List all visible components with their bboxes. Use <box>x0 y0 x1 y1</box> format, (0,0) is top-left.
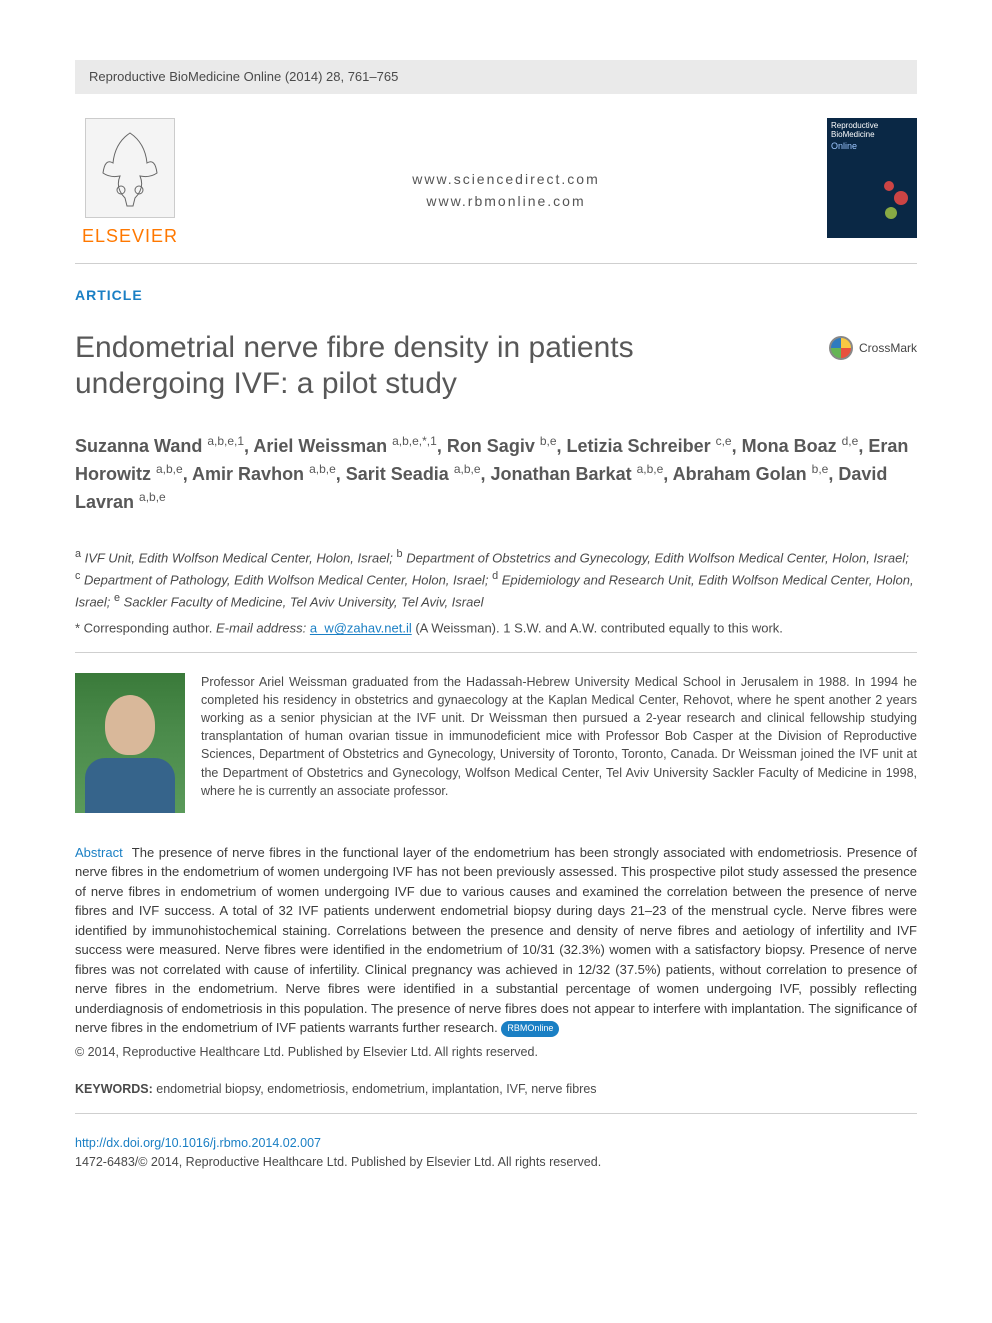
keywords-block: KEYWORDS: endometrial biopsy, endometrio… <box>75 1081 917 1114</box>
masthead-row: ELSEVIER www.sciencedirect.com www.rbmon… <box>75 118 917 264</box>
affiliations: a IVF Unit, Edith Wolfson Medical Center… <box>75 546 917 611</box>
crossmark-icon <box>829 336 853 360</box>
crossmark-label: CrossMark <box>859 340 917 357</box>
corresponding-author: * Corresponding author. E-mail address: … <box>75 617 917 653</box>
crossmark-badge[interactable]: CrossMark <box>829 336 917 360</box>
corr-note: 1 S.W. and A.W. contributed equally to t… <box>503 621 783 636</box>
author-bio: Professor Ariel Weissman graduated from … <box>75 673 917 813</box>
publisher-block: ELSEVIER <box>75 118 185 249</box>
corr-name: (A Weissman). <box>415 621 499 636</box>
issn-copyright: 1472-6483/© 2014, Reproductive Healthcar… <box>75 1153 917 1172</box>
abstract-copyright: © 2014, Reproductive Healthcare Ltd. Pub… <box>75 1044 917 1062</box>
journal-citation-text: Reproductive BioMedicine Online (2014) 2… <box>89 69 398 84</box>
journal-citation-header: Reproductive BioMedicine Online (2014) 2… <box>75 60 917 94</box>
journal-cover-thumbnail: Reproductive BioMedicine Online <box>827 118 917 238</box>
corr-email-label: E-mail address: <box>216 621 306 636</box>
rbm-online-badge: RBMOnline <box>501 1021 559 1037</box>
article-type-label: ARTICLE <box>75 286 917 306</box>
corr-email-link[interactable]: a_w@zahav.net.il <box>310 621 412 636</box>
cover-online: Online <box>831 140 913 153</box>
elsevier-tree-icon <box>85 118 175 218</box>
authors-list: Suzanna Wand a,b,e,1, Ariel Weissman a,b… <box>75 432 917 516</box>
publisher-name: ELSEVIER <box>82 224 178 249</box>
keywords-label: KEYWORDS: <box>75 1082 153 1096</box>
center-links: www.sciencedirect.com www.rbmonline.com <box>185 118 827 213</box>
rbmonline-link[interactable]: www.rbmonline.com <box>185 192 827 212</box>
author-photo <box>75 673 185 813</box>
sciencedirect-link[interactable]: www.sciencedirect.com <box>185 170 827 190</box>
article-title: Endometrial nerve fibre density in patie… <box>75 330 775 402</box>
corr-prefix: * Corresponding author. <box>75 621 216 636</box>
keywords-list: endometrial biopsy, endometriosis, endom… <box>156 1082 596 1096</box>
cover-title-1: Reproductive <box>831 121 878 130</box>
doi-link[interactable]: http://dx.doi.org/10.1016/j.rbmo.2014.02… <box>75 1136 321 1150</box>
doi-block: http://dx.doi.org/10.1016/j.rbmo.2014.02… <box>75 1134 917 1172</box>
cover-title-2: BioMedicine <box>831 130 875 139</box>
author-bio-text: Professor Ariel Weissman graduated from … <box>201 673 917 813</box>
abstract-text: The presence of nerve fibres in the func… <box>75 845 917 1036</box>
abstract-block: Abstract The presence of nerve fibres in… <box>75 843 917 1038</box>
abstract-label: Abstract <box>75 845 123 860</box>
